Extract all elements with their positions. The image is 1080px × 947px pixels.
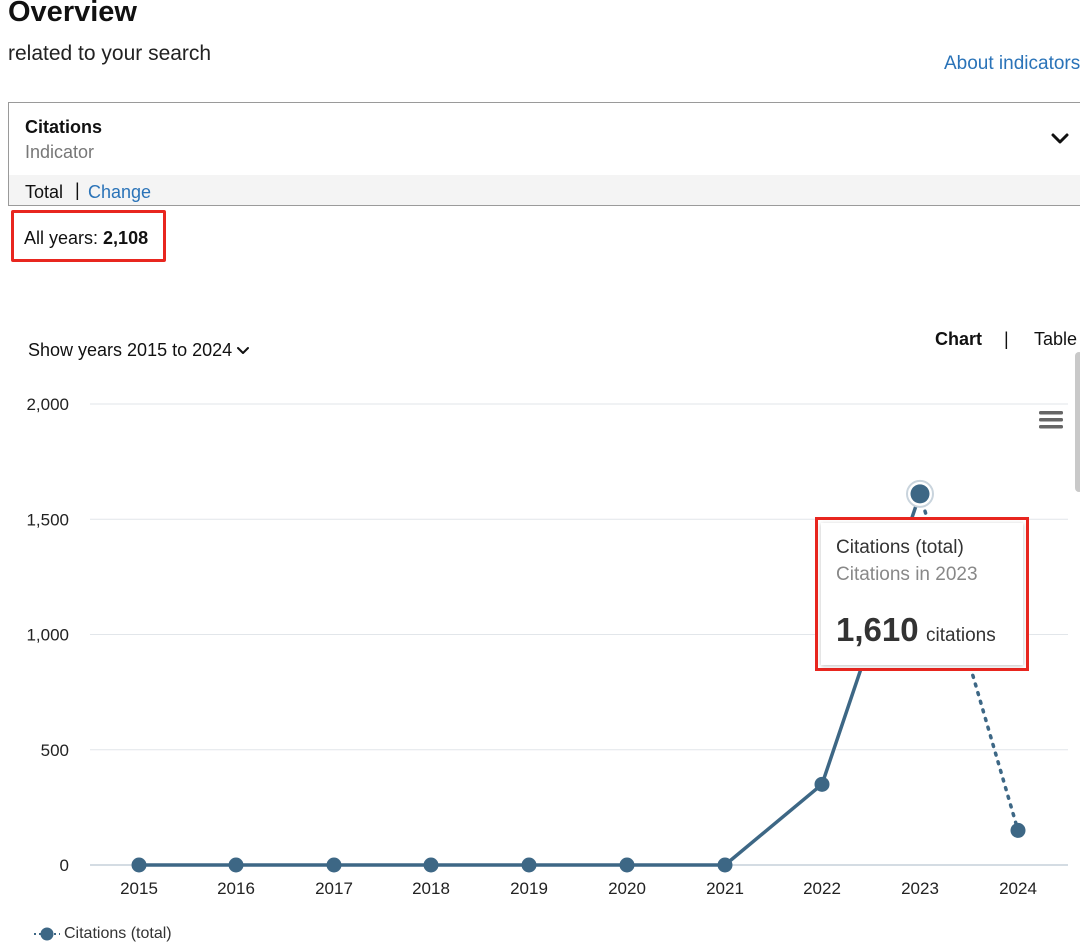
all-years-label: All years: [24,228,99,248]
data-point [717,857,733,873]
view-table-tab[interactable]: Table [1034,329,1078,349]
y-tick-label: 1,500 [26,510,69,529]
indicator-type-label: Indicator [25,142,95,162]
data-point-highlighted [910,484,930,504]
x-tick-label: 2023 [901,879,939,898]
all-years-text: All years: 2,108 [24,228,148,249]
years-filter-label: Show years 2015 to 2024 [28,340,233,360]
indicator-name: Citations [25,117,103,137]
all-years-summary: All years: 2,108 [11,210,166,262]
tooltip-subtitle: Citations in 2023 [836,564,978,585]
mode-total[interactable]: Total [25,182,64,202]
x-axis-ticks: 2015 2016 2017 2018 2019 2020 2021 2022 2023 2024 [120,879,1037,898]
x-tick-label: 2020 [608,879,646,898]
x-tick-label: 2021 [706,879,744,898]
series-points [131,479,1026,873]
hamburger-menu-icon[interactable] [1038,408,1064,432]
x-tick-label: 2018 [412,879,450,898]
view-separator: | [1004,329,1009,349]
about-indicators-link[interactable]: About indicators [944,53,1080,74]
data-point [423,857,439,873]
x-tick-label: 2024 [999,879,1037,898]
view-chart-tab[interactable]: Chart [935,329,983,349]
data-point [326,857,342,873]
data-point [814,776,830,792]
x-tick-label: 2022 [803,879,841,898]
page-title: Overview [8,0,137,28]
y-tick-label: 1,000 [26,626,69,645]
data-point [131,857,147,873]
chevron-down-icon [237,347,250,355]
data-point [228,857,244,873]
tooltip-card: Citations (total) Citations in 2023 1,61… [821,523,1023,665]
scrollbar-thumb[interactable] [1075,352,1080,492]
series-segment [723,782,824,867]
chart-legend-item[interactable]: Citations (total) [34,925,172,943]
indicator-panel: Citations Indicator Total | Change [8,102,1080,206]
chevron-down-icon[interactable] [1049,127,1071,149]
y-axis-ticks: 0 500 1,000 1,500 2,000 [26,395,69,875]
tooltip-value: 1,610 [836,611,919,648]
data-point [619,857,635,873]
mode-separator: | [75,180,80,200]
data-point [1010,822,1026,838]
x-tick-label: 2015 [120,879,158,898]
chart-tooltip: Citations (total) Citations in 2023 1,61… [815,517,1029,671]
data-point [521,857,537,873]
mode-change-link[interactable]: Change [88,182,152,202]
indicator-mode-bar: Total | Change [9,175,1080,205]
x-tick-label: 2019 [510,879,548,898]
page-subtitle: related to your search [8,42,212,65]
all-years-value: 2,108 [103,228,149,248]
indicator-dropdown[interactable]: Citations Indicator [9,103,1080,176]
x-tick-label: 2017 [315,879,353,898]
years-filter-dropdown[interactable]: Show years 2015 to 2024 [28,340,250,361]
citations-line-chart: 0 500 1,000 1,500 2,000 2015 2016 2017 2018 2019… [26,395,1068,898]
tooltip-unit: citations [926,625,996,646]
y-tick-label: 0 [60,856,69,875]
legend-marker-icon [34,927,60,941]
x-tick-label: 2016 [217,879,255,898]
legend-label: Citations (total) [64,925,172,942]
tooltip-value-line: 1,610 citations [836,611,996,649]
tooltip-title: Citations (total) [836,537,964,558]
y-tick-label: 500 [41,741,69,760]
y-tick-label: 2,000 [26,395,69,414]
